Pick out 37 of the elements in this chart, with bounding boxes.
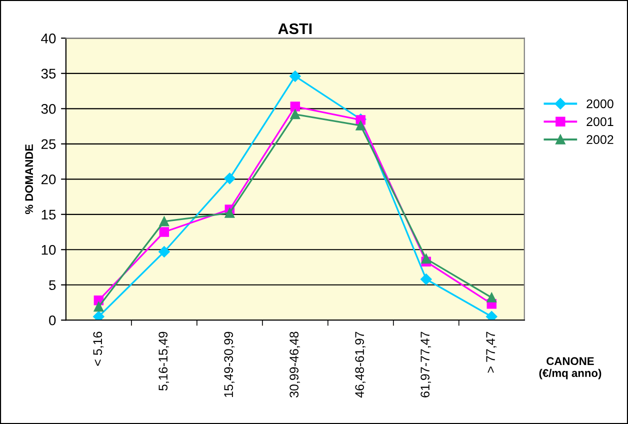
x-tick-label: 15,49-30,99 <box>224 332 234 397</box>
y-axis-title: % DOMANDE <box>25 144 34 214</box>
x-axis-title: CANONE (€/mq anno) <box>539 357 602 380</box>
x-tick-label: 5,16-15,49 <box>158 332 170 390</box>
y-tick-label: 30 <box>41 104 56 114</box>
point <box>159 227 170 237</box>
chart-title: ASTI <box>278 23 312 34</box>
y-tick-label: 20 <box>41 174 56 184</box>
point <box>93 310 104 320</box>
x-tick-label: 61,97-77,47 <box>420 332 431 398</box>
legend-label: 2002 <box>586 135 614 144</box>
y-tick-label: 0 <box>49 315 56 326</box>
point <box>290 102 300 112</box>
legend-label: 2000 <box>586 99 614 108</box>
y-tick-label: 15 <box>42 210 56 220</box>
x-tick-label: 46,48-61,97 <box>355 332 366 398</box>
y-tick-label: 10 <box>42 244 56 255</box>
point <box>159 216 170 226</box>
point <box>290 70 301 82</box>
point <box>158 246 170 258</box>
point <box>94 302 104 312</box>
point <box>486 310 498 320</box>
y-tick-label: 40 <box>41 33 56 44</box>
x-tick-label: < 5,16 <box>93 332 104 366</box>
y-tick-label: 25 <box>41 139 56 150</box>
point <box>290 109 300 120</box>
point <box>224 208 235 218</box>
y-tick-label: 5 <box>49 280 56 290</box>
x-tick-label: 30,99-46,48 <box>290 332 300 398</box>
y-tick-label: 35 <box>41 68 56 79</box>
point <box>224 172 236 184</box>
x-tick-label: > 77,47 <box>486 332 496 373</box>
point <box>421 254 432 264</box>
legend-label: 2001 <box>586 117 614 126</box>
point <box>420 274 432 285</box>
point <box>486 292 496 302</box>
point <box>356 120 366 130</box>
